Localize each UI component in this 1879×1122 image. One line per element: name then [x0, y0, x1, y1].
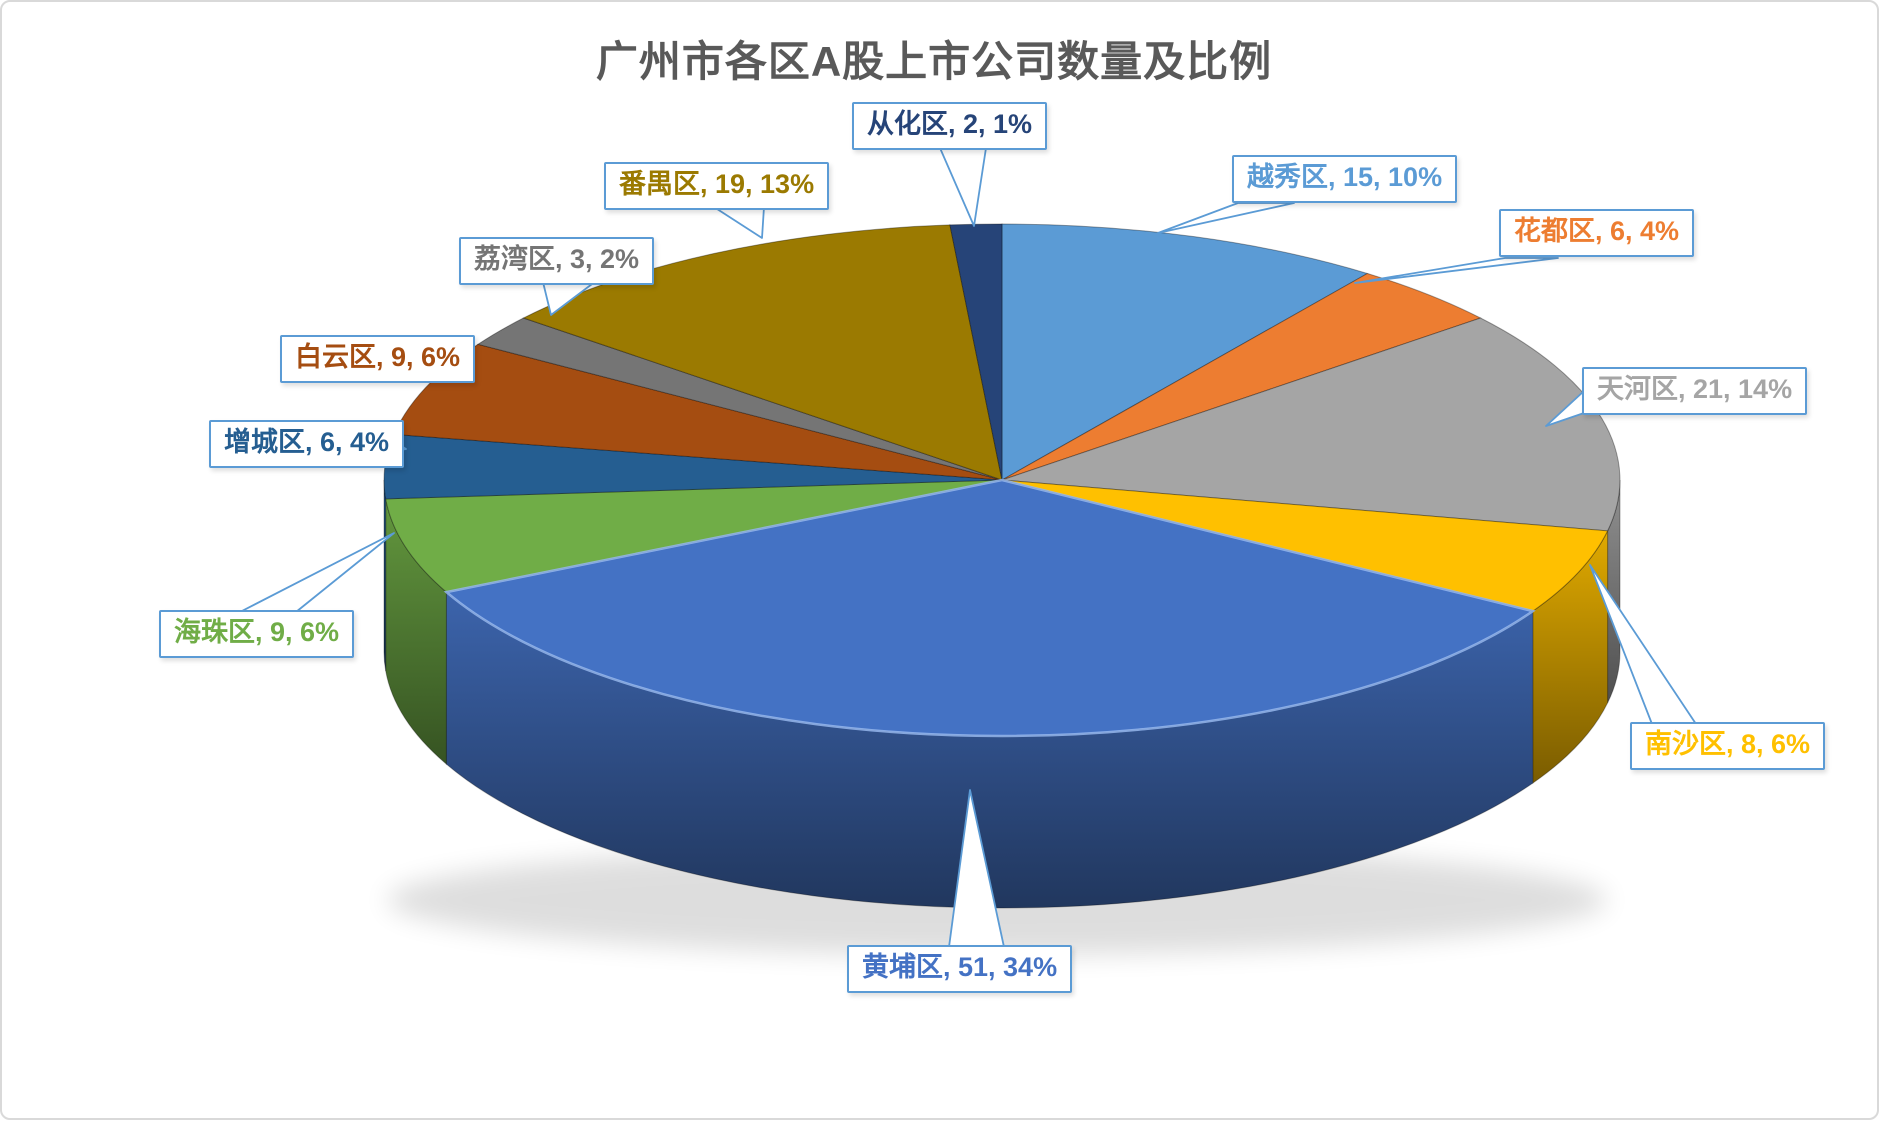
- pie-slice-liwan[interactable]: [476, 317, 1003, 481]
- data-label-huadu[interactable]: 花都区, 6, 4%: [1499, 209, 1695, 257]
- pie-slice-haizhu[interactable]: [385, 479, 1003, 593]
- callout-pointer-panyu-icon: [713, 206, 765, 239]
- pie-slice-side-zengcheng[interactable]: [383, 479, 387, 671]
- pie-slice-tianhe[interactable]: [1001, 317, 1621, 532]
- data-label-liwan[interactable]: 荔湾区, 3, 2%: [459, 237, 655, 285]
- callout-pointer-huadu-icon: [1354, 257, 1559, 284]
- data-label-baiyun[interactable]: 白云区, 9, 6%: [280, 335, 476, 383]
- pie-slice-yuexiu[interactable]: [1001, 223, 1369, 481]
- callout-pointer-haizhu-icon: [239, 532, 395, 613]
- data-label-haizhu[interactable]: 海珠区, 9, 6%: [159, 610, 355, 658]
- data-label-tianhe[interactable]: 天河区, 21, 14%: [1582, 367, 1808, 415]
- data-label-conghua[interactable]: 从化区, 2, 1%: [852, 102, 1048, 150]
- chart-title: 广州市各区A股上市公司数量及比例: [595, 38, 1273, 85]
- data-label-yuexiu[interactable]: 越秀区, 15, 10%: [1232, 155, 1458, 203]
- data-label-nansha[interactable]: 南沙区, 8, 6%: [1630, 722, 1826, 770]
- callout-pointer-yuexiu-icon: [1157, 202, 1295, 234]
- huangpu-bevel-highlight-icon: [443, 478, 1536, 738]
- data-label-zengcheng[interactable]: 增城区, 6, 4%: [209, 420, 405, 468]
- pie-slice-conghua[interactable]: [949, 223, 1003, 481]
- callout-pointer-conghua-icon: [939, 147, 987, 227]
- pie-slice-huadu[interactable]: [1001, 272, 1482, 481]
- data-label-huangpu[interactable]: 黄埔区, 51, 34%: [847, 945, 1073, 993]
- pie-slice-nansha[interactable]: [1001, 479, 1609, 612]
- data-label-panyu[interactable]: 番禺区, 19, 13%: [604, 162, 830, 210]
